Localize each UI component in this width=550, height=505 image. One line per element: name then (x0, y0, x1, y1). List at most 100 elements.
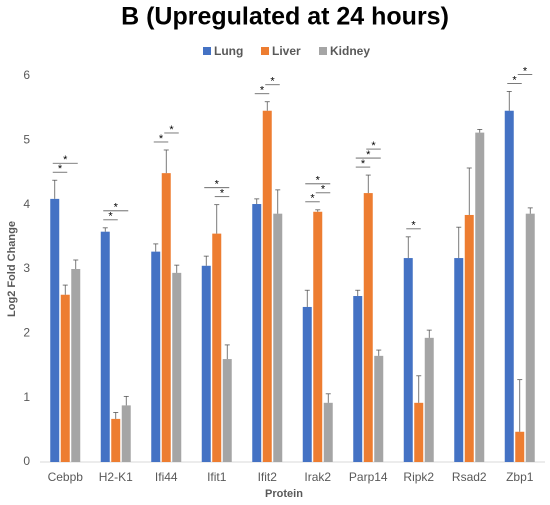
bar (363, 193, 373, 462)
bar (504, 110, 514, 463)
bar (151, 251, 161, 462)
y-tick-label: 0 (23, 454, 30, 468)
x-tick-label: Parp14 (349, 470, 388, 484)
bar (515, 431, 525, 462)
significance-label: * (371, 140, 376, 152)
error-bar (325, 393, 331, 403)
error-bar (506, 91, 512, 111)
significance-label: * (220, 188, 225, 200)
error-bar (315, 209, 321, 212)
error-bar (102, 227, 108, 232)
x-tick-label: Irak2 (304, 470, 331, 484)
significance-label: * (260, 85, 265, 97)
error-bar (376, 349, 382, 356)
significance-label: * (512, 74, 517, 86)
y-tick-label: 4 (23, 197, 30, 211)
bar (424, 337, 434, 462)
bar (212, 233, 222, 462)
significance-label: * (114, 202, 119, 214)
error-bar (254, 198, 260, 205)
y-tick-label: 3 (23, 261, 30, 275)
significance-label: * (108, 211, 113, 223)
error-bar (365, 174, 371, 194)
legend-swatch (203, 47, 211, 55)
error-bar (113, 412, 119, 419)
significance-label: * (310, 193, 315, 205)
error-bar (527, 207, 533, 214)
error-bar (517, 379, 523, 432)
significance-label: * (316, 175, 321, 187)
bar (525, 213, 535, 462)
error-bar (426, 329, 432, 338)
significance-label: * (366, 149, 371, 161)
error-bar (73, 259, 79, 269)
error-bar (477, 128, 483, 133)
legend-label: Lung (214, 44, 243, 58)
legend-label: Kidney (330, 44, 370, 58)
bar (313, 211, 323, 462)
error-bar (466, 167, 472, 215)
significance-label: * (215, 179, 220, 191)
legend-label: Liver (272, 44, 301, 58)
x-tick-label: Ifi44 (155, 470, 178, 484)
x-tick-label: Rsad2 (452, 470, 487, 484)
error-bar (416, 375, 422, 403)
error-bar (123, 395, 129, 406)
error-bar (214, 204, 220, 234)
x-tick-label: Zbp1 (506, 470, 534, 484)
bar (403, 258, 413, 462)
bar (222, 359, 232, 462)
error-bar (52, 179, 58, 199)
bar (60, 294, 70, 462)
bar (464, 214, 474, 462)
bar (161, 173, 171, 463)
significance-label: * (411, 220, 416, 232)
bar (121, 405, 131, 462)
error-bar (203, 255, 209, 266)
error-bar (275, 189, 281, 214)
y-axis-title: Log2 Fold Change (6, 221, 18, 317)
y-tick-label: 6 (23, 68, 30, 82)
bar (454, 258, 464, 462)
error-bar (153, 243, 159, 252)
bar (475, 132, 485, 462)
error-bar (163, 149, 169, 174)
bar (374, 355, 384, 462)
bar (323, 402, 333, 462)
error-bar (174, 264, 180, 273)
significance-label: * (523, 65, 528, 77)
significance-label: * (58, 163, 63, 175)
bar (262, 110, 272, 463)
error-bar (304, 289, 310, 307)
y-tick-label: 1 (23, 390, 30, 404)
significance-label: * (63, 154, 68, 166)
bar (302, 306, 312, 462)
x-tick-label: Ripk2 (403, 470, 434, 484)
error-bar (224, 344, 230, 360)
significance-label: * (361, 158, 366, 170)
significance-label: * (159, 133, 164, 145)
bar (71, 269, 81, 462)
bar (201, 265, 211, 462)
error-bar (264, 101, 270, 111)
error-bar (355, 289, 361, 297)
bar (172, 272, 182, 462)
bar (273, 213, 283, 462)
x-tick-label: Ifit2 (258, 470, 278, 484)
bar (353, 296, 363, 462)
x-tick-label: H2-K1 (99, 470, 133, 484)
legend-swatch (319, 47, 327, 55)
y-tick-label: 2 (23, 326, 30, 340)
legend-swatch (261, 47, 269, 55)
significance-label: * (321, 184, 326, 196)
bar (111, 418, 121, 462)
chart-title: B (Upregulated at 24 hours) (121, 3, 449, 31)
error-bar (456, 226, 462, 259)
bar (252, 204, 262, 463)
y-tick-label: 5 (23, 133, 30, 147)
x-tick-label: Cebpb (48, 470, 84, 484)
bar (100, 231, 110, 462)
error-bar (405, 236, 411, 259)
bar (50, 198, 60, 463)
